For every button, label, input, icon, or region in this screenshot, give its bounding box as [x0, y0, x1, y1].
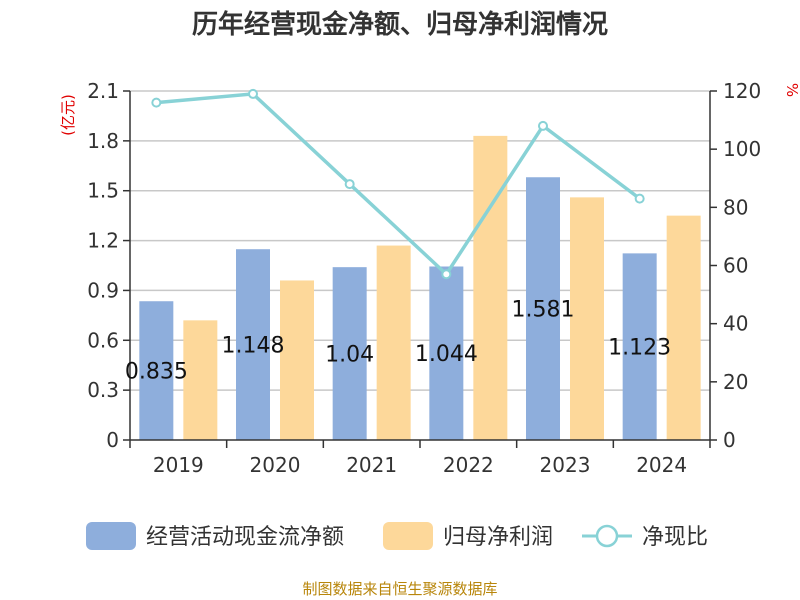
left-tick-label: 0.6 [87, 328, 119, 352]
legend: 经营活动现金流净额 归母净利润 净现比 [86, 522, 708, 550]
x-tick-label: 2022 [443, 453, 494, 477]
left-axis-unit: (亿元) [59, 94, 77, 136]
cash-flow-bar [236, 249, 270, 440]
ratio-line-path [156, 92, 641, 277]
cash-flow-data-label: 0.835 [125, 360, 188, 385]
source-note: 制图数据来自恒生聚源数据库 [302, 580, 497, 598]
legend-swatch [86, 522, 136, 550]
left-tick-label: 1.8 [87, 129, 119, 153]
legend-swatch [383, 522, 433, 550]
x-tick-label: 2020 [250, 453, 301, 477]
net-profit-bar [183, 320, 218, 440]
left-tick-label: 1.2 [87, 229, 119, 253]
net-profit-bar [473, 135, 508, 440]
left-tick-label: 2.1 [87, 79, 119, 103]
axes: 0 0.3 0.6 0.9 1.2 1.5 1.8 2.1 0 20 40 60 80 100 120 201… [87, 79, 761, 477]
ratio-point [151, 97, 162, 108]
net-profit-bar [666, 215, 701, 440]
right-tick-label: 60 [723, 254, 748, 278]
ratio-point [344, 179, 355, 190]
cash-flow-bar [139, 301, 174, 440]
left-tick-label: 0 [106, 428, 119, 452]
cash-flow-data-label: 1.581 [512, 298, 575, 323]
cash-flow-bar [429, 266, 464, 440]
ratio-point [538, 120, 548, 131]
right-axis-unit: % [783, 83, 800, 97]
left-tick-label: 1.5 [87, 179, 119, 203]
data-labels: 0.835 1.148 1.04 1.044 1.581 1.123 [125, 298, 671, 385]
ratio-line [151, 88, 645, 280]
right-tick-label: 40 [723, 312, 748, 336]
cash-flow-bar [622, 253, 657, 440]
legend-label: 归母净利润 [443, 525, 553, 550]
ratio-point [634, 193, 645, 204]
x-tick-label: 2021 [346, 453, 397, 477]
ratio-point [441, 269, 452, 280]
legend-label: 经营活动现金流净额 [146, 525, 344, 550]
net-profit-bar [376, 245, 411, 440]
grid-lines [130, 90, 710, 391]
bars [139, 135, 701, 440]
cash-flow-data-label: 1.123 [608, 336, 671, 361]
net-profit-bar [280, 280, 314, 440]
right-tick-label: 100 [723, 137, 761, 161]
cash-flow-data-label: 1.04 [325, 343, 374, 368]
x-tick-label: 2024 [636, 453, 687, 477]
right-tick-label: 20 [723, 370, 748, 394]
cash-flow-data-label: 1.044 [415, 342, 478, 367]
cash-flow-data-label: 1.148 [222, 334, 285, 359]
legend-label: 净现比 [642, 525, 708, 550]
cash-flow-bar [526, 177, 560, 440]
right-tick-label: 80 [723, 195, 748, 219]
left-tick-label: 0.9 [87, 278, 119, 302]
x-tick-label: 2023 [540, 453, 591, 477]
left-tick-label: 0.3 [87, 378, 119, 402]
ratio-point [248, 88, 258, 99]
right-tick-label: 120 [723, 79, 761, 103]
right-tick-label: 0 [723, 428, 736, 452]
cash-flow-bar [332, 267, 367, 440]
x-tick-label: 2019 [153, 453, 204, 477]
chart-title: 历年经营现金净额、归母净利润情况 [192, 9, 608, 40]
legend-marker [595, 524, 619, 548]
net-profit-bar [570, 197, 604, 440]
